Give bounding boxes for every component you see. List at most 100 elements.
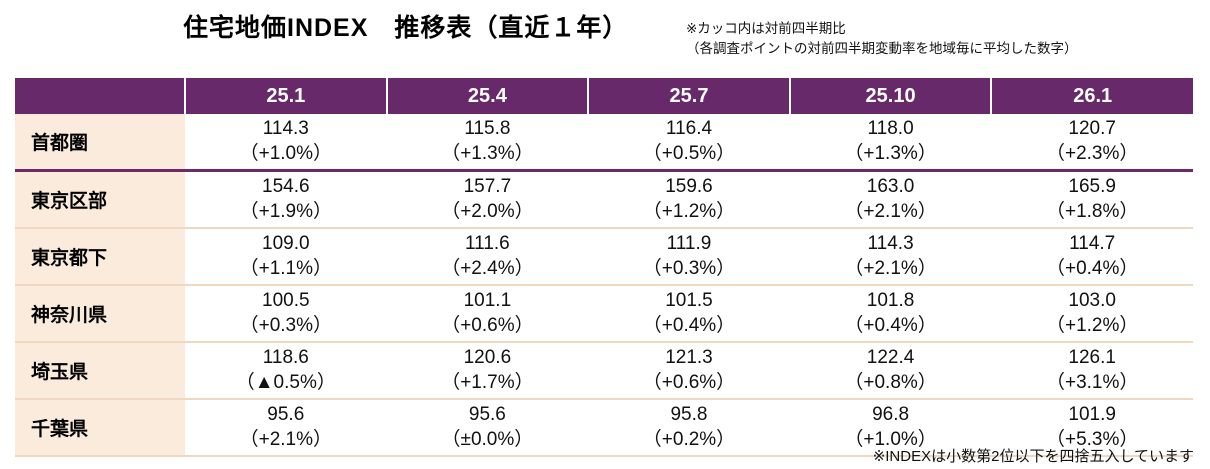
- index-value: 118.0: [867, 118, 914, 140]
- index-change: （+0.4%）: [844, 314, 937, 336]
- index-value: 122.4: [866, 347, 915, 369]
- index-change: （+2.3%）: [1045, 142, 1139, 164]
- index-cell: 111.9 （+0.3%）: [588, 228, 790, 286]
- index-value: 109.0: [262, 233, 310, 255]
- index-value: 118.6: [262, 347, 309, 369]
- table-row-saitama: 埼玉県 118.6 （▲0.5%） 120.6 （+1.7%） 121.3 （+…: [15, 342, 1193, 400]
- index-value: 95.6: [267, 404, 305, 426]
- index-change: （+0.6%）: [441, 314, 534, 336]
- index-cell: 120.6 （+1.7%）: [386, 342, 589, 400]
- index-change: （+5.3%）: [1045, 428, 1139, 450]
- index-value: 114.7: [1069, 233, 1116, 255]
- index-cell: 157.7 （+2.0%）: [386, 170, 589, 229]
- index-cell: 95.8 （+0.2%）: [588, 399, 790, 457]
- column-header-25-4: 25.4: [386, 78, 590, 114]
- index-value: 100.5: [262, 290, 310, 312]
- index-cell: 118.0 （+1.3%）: [789, 114, 992, 172]
- table-row-tokyo-kubu: 東京区部 154.6 （+1.9%） 157.7 （+2.0%） 159.6 （…: [15, 170, 1193, 229]
- index-value: 101.9: [1068, 404, 1116, 426]
- index-value: 111.6: [465, 233, 510, 255]
- index-cell: 126.1 （+3.1%）: [991, 342, 1193, 400]
- index-cell: 122.4 （+0.8%）: [789, 342, 992, 400]
- column-header-25-10: 25.10: [789, 78, 993, 114]
- table-row-kanagawa: 神奈川県 100.5 （+0.3%） 101.1 （+0.6%） 101.5 （…: [15, 285, 1193, 343]
- index-cell: 165.9 （+1.8%）: [991, 170, 1193, 229]
- column-header-25-1: 25.1: [185, 78, 388, 114]
- index-change: （+1.0%）: [239, 142, 332, 164]
- index-cell: 115.8 （+1.3%）: [386, 114, 589, 172]
- index-value: 114.3: [867, 233, 914, 255]
- index-value: 115.8: [464, 118, 511, 140]
- index-change: （▲0.5%）: [235, 371, 336, 393]
- index-cell: 114.7 （+0.4%）: [991, 228, 1193, 286]
- table-row-tokyo-toka: 東京都下 109.0 （+1.1%） 111.6 （+2.4%） 111.9 （…: [15, 228, 1193, 286]
- index-change: （+0.4%）: [642, 314, 736, 336]
- row-label: 東京区部: [15, 170, 185, 229]
- row-label: 埼玉県: [15, 342, 185, 400]
- index-value: 154.6: [262, 176, 310, 198]
- index-value: 111.9: [666, 233, 712, 255]
- page-title: 住宅地価INDEX 推移表（直近１年）: [183, 14, 629, 42]
- footer-note: ※INDEXは小数第2位以下を四捨五入しています: [872, 448, 1194, 465]
- index-change: （±0.0%）: [441, 428, 534, 450]
- index-value: 120.7: [1068, 118, 1116, 140]
- index-change: （+2.1%）: [844, 257, 937, 279]
- index-cell: 154.6 （+1.9%）: [185, 170, 387, 229]
- index-value: 101.1: [463, 290, 512, 312]
- index-cell: 109.0 （+1.1%）: [185, 228, 387, 286]
- index-change: （+3.1%）: [1045, 371, 1139, 393]
- index-change: （+0.3%）: [642, 257, 736, 279]
- index-change: （+1.7%）: [441, 371, 534, 393]
- index-cell: 111.6 （+2.4%）: [386, 228, 589, 286]
- index-change: （+0.5%）: [642, 142, 736, 164]
- index-change: （+2.4%）: [441, 257, 534, 279]
- index-cell: 101.9 （+5.3%）: [991, 399, 1193, 457]
- index-cell: 163.0 （+2.1%）: [789, 170, 992, 229]
- index-value: 163.0: [866, 176, 915, 198]
- index-cell: 118.6 （▲0.5%）: [185, 342, 387, 400]
- index-change: （+0.4%）: [1045, 257, 1139, 279]
- header-note: ※カッコ内は対前四半期比 （各調査ポイントの対前四半期変動率を地域毎に平均した数…: [686, 19, 1078, 58]
- index-change: （+1.2%）: [642, 200, 736, 222]
- index-cell: 114.3 （+2.1%）: [789, 228, 992, 286]
- header-note-line2: （各調査ポイントの対前四半期変動率を地域毎に平均した数字）: [686, 40, 1078, 56]
- index-value: 159.6: [665, 176, 713, 198]
- table-header-row: 25.1 25.4 25.7 25.10 26.1: [15, 78, 1193, 114]
- row-label: 神奈川県: [15, 285, 185, 343]
- index-change: （+0.2%）: [642, 428, 736, 450]
- row-label: 千葉県: [15, 399, 185, 457]
- index-value: 101.8: [866, 290, 915, 312]
- header-note-line1: ※カッコ内は対前四半期比: [686, 21, 846, 36]
- index-value: 165.9: [1068, 176, 1116, 198]
- table-row-shutoken: 首都圏 114.3 （+1.0%） 115.8 （+1.3%） 116.4 （+…: [15, 114, 1193, 172]
- row-label: 東京都下: [15, 228, 185, 286]
- index-change: （+1.0%）: [844, 428, 937, 450]
- index-value: 95.8: [670, 404, 708, 426]
- index-value: 101.5: [665, 290, 713, 312]
- index-value: 126.1: [1068, 347, 1116, 369]
- index-change: （+0.6%）: [642, 371, 736, 393]
- column-header-26-1: 26.1: [991, 78, 1193, 114]
- index-cell: 103.0 （+1.2%）: [991, 285, 1193, 343]
- index-value: 114.3: [262, 118, 309, 140]
- index-cell: 116.4 （+0.5%）: [588, 114, 790, 172]
- index-cell: 95.6 （±0.0%）: [386, 399, 589, 457]
- corner-cell: [15, 78, 186, 114]
- index-cell: 101.5 （+0.4%）: [588, 285, 790, 343]
- index-value: 116.4: [665, 118, 713, 140]
- index-cell: 114.3 （+1.0%）: [185, 114, 387, 172]
- index-table: 25.1 25.4 25.7 25.10 26.1 首都圏 114.3 （+1.…: [15, 78, 1193, 457]
- index-cell: 159.6 （+1.2%）: [588, 170, 790, 229]
- index-change: （+1.9%）: [239, 200, 332, 222]
- index-change: （+2.1%）: [239, 428, 332, 450]
- index-change: （+1.2%）: [1045, 314, 1139, 336]
- index-cell: 100.5 （+0.3%）: [185, 285, 387, 343]
- index-cell: 101.8 （+0.4%）: [789, 285, 992, 343]
- index-value: 96.8: [872, 404, 910, 426]
- index-cell: 101.1 （+0.6%）: [386, 285, 589, 343]
- index-change: （+2.1%）: [844, 200, 937, 222]
- index-value: 157.7: [463, 176, 512, 198]
- index-change: （+2.0%）: [441, 200, 534, 222]
- table-row-chiba: 千葉県 95.6 （+2.1%） 95.6 （±0.0%） 95.8 （+0.2…: [15, 399, 1193, 457]
